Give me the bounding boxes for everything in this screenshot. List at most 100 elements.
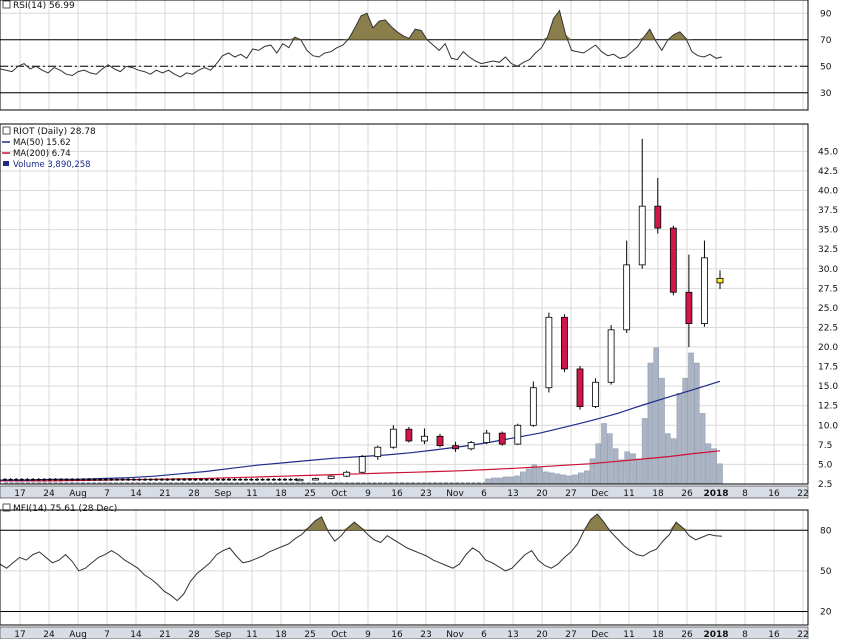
x-axis-top-tick-label: Nov [446,489,464,499]
volume-bar [229,482,234,484]
volume-bar [589,458,596,485]
rsi-y-tick-label: 30 [820,89,832,99]
volume-bar [64,482,69,484]
volume-bar [659,377,665,485]
x-axis-top-tick-label: Sep [215,489,232,499]
volume-bar [416,482,421,484]
mfi-border [0,509,809,626]
volume-bar [323,482,327,484]
x-axis-bottom-tick-label: 9 [365,630,371,639]
price-y-tick-label: 37.5 [818,206,838,216]
volume-bar [705,443,712,485]
x-axis-bottom-tick-label: 16 [768,630,780,639]
x-axis-top-tick-label: Oct [331,489,347,499]
volume-bar [97,482,102,484]
volume-bar [301,482,305,484]
x-axis-bottom-tick-label: 11 [623,630,634,639]
volume-bar [235,482,239,484]
volume-bar [92,482,96,484]
price-y-tick-label: 2.5 [818,480,832,490]
candle-body [87,478,91,481]
candle-body [243,478,248,481]
candle-body [199,478,203,481]
volume-bar [290,482,294,484]
candle-body [327,475,335,479]
price-y-tick-label: 15.0 [818,382,838,392]
mfi-overbought-fill [584,514,611,531]
candle-body [221,478,226,481]
rsi-legend-icon [2,0,11,9]
candle-body [607,329,615,383]
candle-body [561,316,568,370]
candle-body [249,478,254,481]
mfi-overbought-fill [301,516,329,531]
candle-body [452,445,459,450]
volume-bar [53,482,58,484]
volume-bar [601,423,607,485]
volume-bar [240,482,245,484]
candle-body [232,478,237,481]
x-axis-bottom-tick-label: 22 [797,630,808,639]
volume-bar [158,482,162,484]
candle-body [576,368,584,407]
volume-bar [411,482,415,484]
candle-body [405,428,413,442]
candle-body [182,478,187,481]
rsi-overbought-fill [288,37,301,40]
volume-bar [636,458,642,485]
candle-body [53,478,58,481]
volume-bar [688,352,694,485]
price-y-tick-label: 42.5 [818,167,838,177]
candle-body [514,424,522,445]
x-axis-top-tick-label: 11 [246,489,257,499]
candle-body [623,264,631,331]
volume-bar [345,482,349,484]
volume-bar [75,482,80,484]
volume-bar [455,482,459,484]
volume-bar [378,482,382,484]
volume-bar [537,467,543,485]
x-axis-bottom-tick-label: 8 [742,630,748,639]
candle-body [374,446,382,458]
candle-body [283,478,287,481]
volume-bar [444,482,448,484]
candle-body [529,387,537,426]
candle-body [92,478,97,481]
volume-bar [549,472,555,485]
candle-body [654,205,662,229]
x-axis-top-tick-label: 9 [365,489,371,499]
volume-bar [26,482,30,484]
volume-bar [525,468,532,485]
x-axis-bottom-tick-label: 23 [420,630,431,639]
volume-bar [647,362,654,485]
mfi-y-tick-label: 20 [820,607,832,617]
mfi-y-tick-label: 50 [820,567,832,577]
volume-bar [405,482,410,484]
volume-bar [339,482,344,484]
price-y-tick-label: 12.5 [818,402,838,412]
candle-body [545,316,553,389]
x-axis-top-tick-label: 27 [565,489,576,499]
candle-body [215,478,220,481]
volume-bar [174,482,179,484]
candle-body [98,478,103,481]
candle-body [103,478,108,481]
candle-body [137,478,142,481]
volume-bar [114,482,118,484]
candle-body [42,478,47,481]
candle-body [47,478,52,481]
rsi-y-tick-label: 70 [820,36,832,46]
price-y-tick-label: 40.0 [818,187,838,197]
candle-body [467,442,475,450]
volume-bar [665,433,671,485]
volume-bar [630,453,636,485]
x-axis-top-tick-label: 18 [275,489,287,499]
volume-bar [607,433,613,485]
volume-bar [554,473,561,485]
volume-bar [152,482,157,484]
volume-bar [543,471,549,485]
price-y-tick-label: 7.5 [818,441,832,451]
x-axis-top-tick-label: 14 [130,489,142,499]
candle-body [358,456,366,473]
